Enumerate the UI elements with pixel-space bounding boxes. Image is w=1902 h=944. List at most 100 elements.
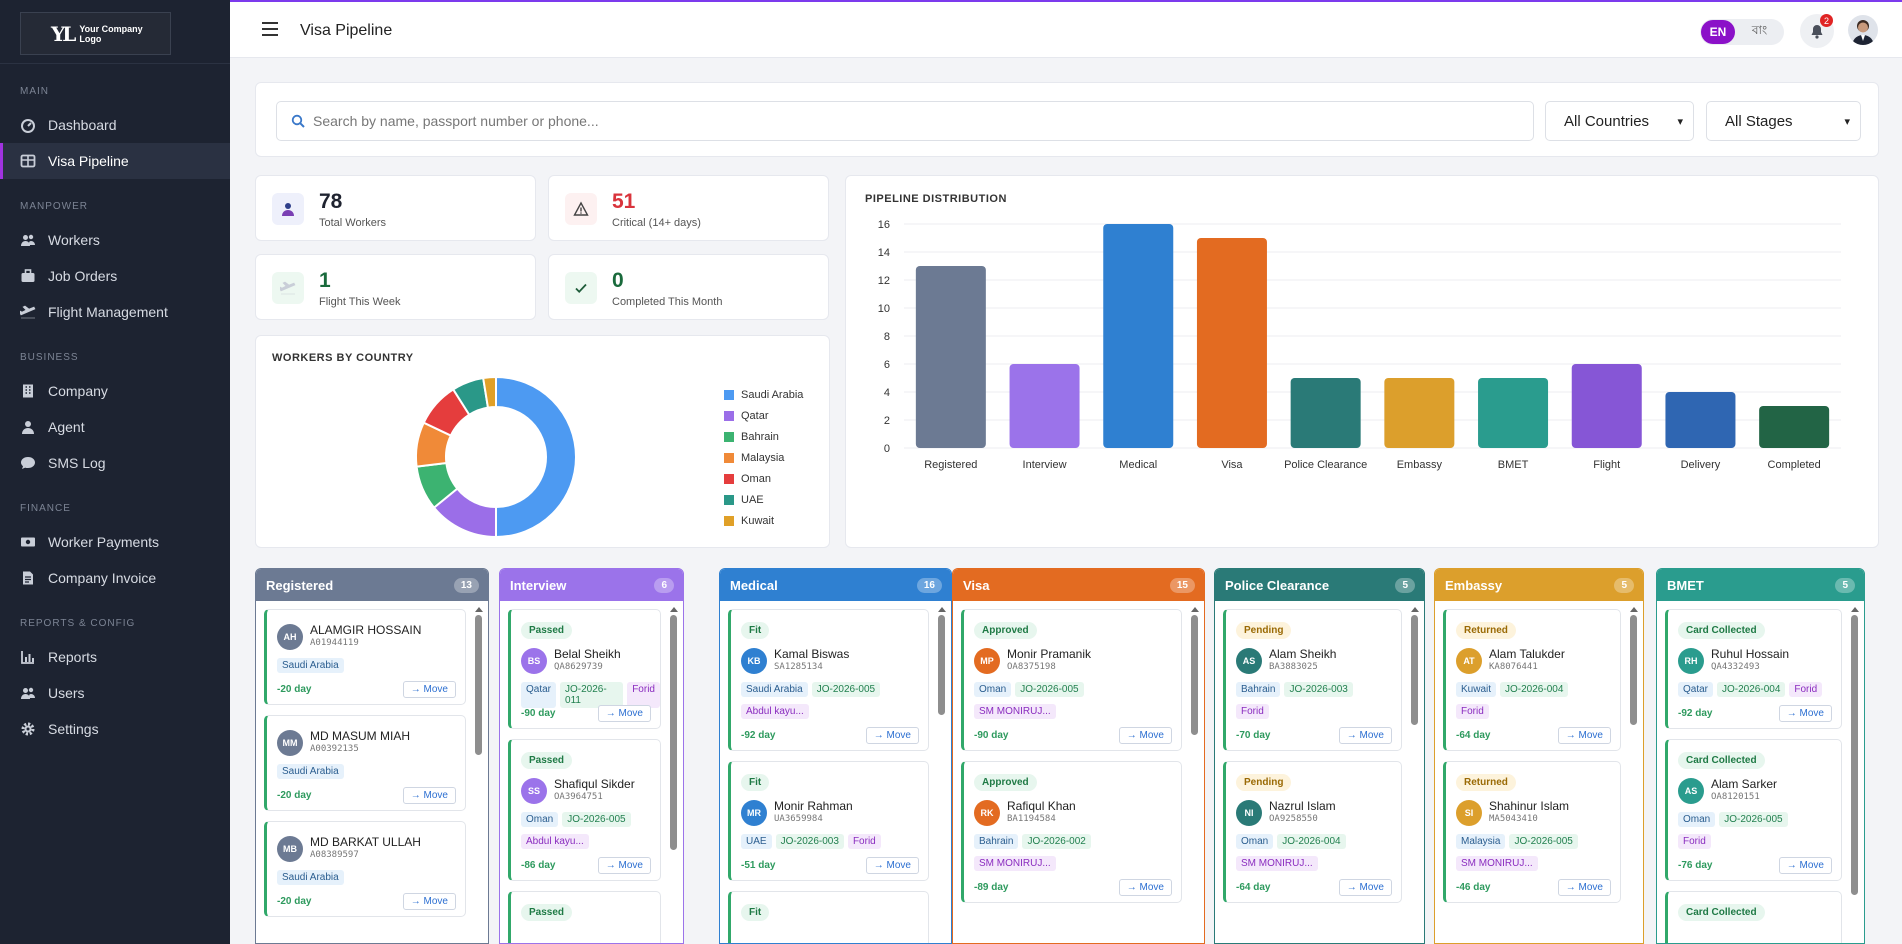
worker-card[interactable]: Passed <box>508 891 661 943</box>
move-button[interactable]: → Move <box>1338 879 1392 896</box>
scroll-up-arrow[interactable] <box>474 607 483 612</box>
move-button[interactable]: → Move <box>1778 857 1832 874</box>
kanban-scrollbar[interactable] <box>1410 607 1419 943</box>
sidebar-item-company[interactable]: Company <box>0 373 230 409</box>
worker-card[interactable]: Approved MP Monir Pramanik OA8375198 Oman JO-… <box>961 609 1182 751</box>
lang-bn-button[interactable]: বাং <box>1751 23 1768 37</box>
columns-icon <box>20 154 36 168</box>
bar-delivery[interactable] <box>1665 392 1736 448</box>
scroll-up-arrow[interactable] <box>1850 607 1859 612</box>
scroll-thumb[interactable] <box>1411 615 1418 725</box>
bar-registered[interactable] <box>915 266 986 448</box>
kanban-scrollbar[interactable] <box>937 607 946 943</box>
sidebar-item-settings[interactable]: Settings <box>0 711 230 747</box>
sidebar-item-sms-log[interactable]: SMS Log <box>0 445 230 481</box>
scroll-thumb[interactable] <box>670 615 677 850</box>
kanban-column-interview: Interview 6 Passed BS Belal Sheikh QA8629739 Q… <box>499 568 684 944</box>
kanban-scrollbar[interactable] <box>1629 607 1638 943</box>
sidebar-section-label: FINANCE <box>20 503 71 514</box>
bar-embassy[interactable] <box>1384 378 1455 448</box>
move-button[interactable]: → Move <box>1557 727 1611 744</box>
sidebar-item-workers[interactable]: Workers <box>0 222 230 258</box>
worker-card[interactable]: Card Collected <box>1665 891 1842 943</box>
worker-card[interactable]: Passed SS Shafiqul Sikder OA3964751 Oman JO-2… <box>508 739 661 881</box>
stage-select[interactable]: All Stages ▾ <box>1706 101 1861 141</box>
worker-card[interactable]: Fit <box>728 891 929 943</box>
move-button[interactable]: → Move <box>1557 879 1611 896</box>
bar-flight[interactable] <box>1571 364 1642 448</box>
sidebar-item-visa-pipeline[interactable]: Visa Pipeline <box>0 143 230 179</box>
worker-card[interactable]: AH ALAMGIR HOSSAIN A01944119 Saudi Arabia -2… <box>264 609 466 705</box>
legend-item[interactable]: Kuwait <box>724 510 803 531</box>
kanban-scrollbar[interactable] <box>1190 607 1199 943</box>
scroll-up-arrow[interactable] <box>937 607 946 612</box>
worker-card[interactable]: Fit MR Monir Rahman UA3659984 UAE JO-2026-003… <box>728 761 929 881</box>
bar-medical[interactable] <box>1103 224 1174 448</box>
worker-card[interactable]: Approved RK Rafiqul Khan BA1194584 Bahrain JO… <box>961 761 1182 903</box>
legend-item[interactable]: Malaysia <box>724 447 803 468</box>
move-button[interactable]: → Move <box>402 893 456 910</box>
scroll-thumb[interactable] <box>1191 615 1198 735</box>
sidebar-item-job-orders[interactable]: Job Orders <box>0 258 230 294</box>
worker-card[interactable]: Pending NI Nazrul Islam OA9258550 Oman JO-202… <box>1223 761 1402 903</box>
worker-card[interactable]: Card Collected RH Ruhul Hossain QA4332493 Qa… <box>1665 609 1842 729</box>
legend-item[interactable]: Saudi Arabia <box>724 384 803 405</box>
scroll-up-arrow[interactable] <box>1190 607 1199 612</box>
sidebar-item-company-invoice[interactable]: Company Invoice <box>0 560 230 596</box>
worker-card[interactable]: Fit KB Kamal Biswas SA1285134 Saudi Arabia JO… <box>728 609 929 751</box>
worker-card[interactable]: Passed BS Belal Sheikh QA8629739 Qatar JO-202… <box>508 609 661 729</box>
bar-completed[interactable] <box>1759 406 1830 448</box>
user-avatar[interactable] <box>1848 15 1878 45</box>
sidebar-item-worker-payments[interactable]: Worker Payments <box>0 524 230 560</box>
legend-item[interactable]: Qatar <box>724 405 803 426</box>
kanban-scrollbar[interactable] <box>474 607 483 943</box>
kanban-scrollbar[interactable] <box>1850 607 1859 943</box>
worker-card[interactable]: Pending AS Alam Sheikh BA3883025 Bahrain JO-2… <box>1223 609 1402 751</box>
company-logo[interactable]: YL Your Company Logo <box>20 12 171 55</box>
bar-police-clearance[interactable] <box>1290 378 1361 448</box>
bar-interview[interactable] <box>1009 364 1080 448</box>
move-button[interactable]: → Move <box>865 727 919 744</box>
move-button[interactable]: → Move <box>402 787 456 804</box>
worker-card[interactable]: Returned SI Shahinur Islam MA5043410 Malaysi… <box>1443 761 1621 903</box>
move-button[interactable]: → Move <box>597 705 651 722</box>
search-input[interactable] <box>313 113 1533 129</box>
notification-button[interactable]: 2 <box>1800 14 1834 48</box>
sidebar-item-reports[interactable]: Reports <box>0 639 230 675</box>
bar-bmet[interactable] <box>1478 378 1549 448</box>
scroll-up-arrow[interactable] <box>669 607 678 612</box>
country-select[interactable]: All Countries ▾ <box>1545 101 1694 141</box>
worker-card[interactable]: Returned AT Alam Talukder KA8076441 Kuwait JO… <box>1443 609 1621 751</box>
scroll-up-arrow[interactable] <box>1410 607 1419 612</box>
move-button[interactable]: → Move <box>1118 879 1172 896</box>
scroll-thumb[interactable] <box>1851 615 1858 895</box>
sidebar-item-users[interactable]: Users <box>0 675 230 711</box>
language-switch[interactable]: EN বাং <box>1700 19 1784 45</box>
bar-visa[interactable] <box>1196 238 1267 448</box>
worker-tag: Forid <box>1789 682 1823 697</box>
lang-en-button[interactable]: EN <box>1701 20 1735 44</box>
scroll-thumb[interactable] <box>475 615 482 755</box>
worker-card[interactable]: Card Collected AS Alam Sarker OA8120151 Oman… <box>1665 739 1842 881</box>
kanban-scrollbar[interactable] <box>669 607 678 943</box>
legend-item[interactable]: Oman <box>724 468 803 489</box>
sidebar-item-flight-management[interactable]: Flight Management <box>0 294 230 330</box>
sidebar-item-agent[interactable]: Agent <box>0 409 230 445</box>
move-button[interactable]: → Move <box>865 857 919 874</box>
donut-slice-kuwait[interactable] <box>482 375 497 409</box>
menu-toggle-icon[interactable] <box>262 22 278 40</box>
scroll-thumb[interactable] <box>938 615 945 715</box>
move-button[interactable]: → Move <box>402 681 456 698</box>
donut-slice-saudi-arabia[interactable] <box>495 375 577 539</box>
move-button[interactable]: → Move <box>1118 727 1172 744</box>
scroll-thumb[interactable] <box>1630 615 1637 725</box>
move-button[interactable]: → Move <box>597 857 651 874</box>
move-button[interactable]: → Move <box>1338 727 1392 744</box>
legend-item[interactable]: UAE <box>724 489 803 510</box>
move-button[interactable]: → Move <box>1778 705 1832 722</box>
scroll-up-arrow[interactable] <box>1629 607 1638 612</box>
worker-card[interactable]: MB MD BARKAT ULLAH A08389597 Saudi Arabia -2… <box>264 821 466 917</box>
sidebar-item-dashboard[interactable]: Dashboard <box>0 107 230 143</box>
worker-card[interactable]: MM MD MASUM MIAH A00392135 Saudi Arabia -20 … <box>264 715 466 811</box>
legend-item[interactable]: Bahrain <box>724 426 803 447</box>
